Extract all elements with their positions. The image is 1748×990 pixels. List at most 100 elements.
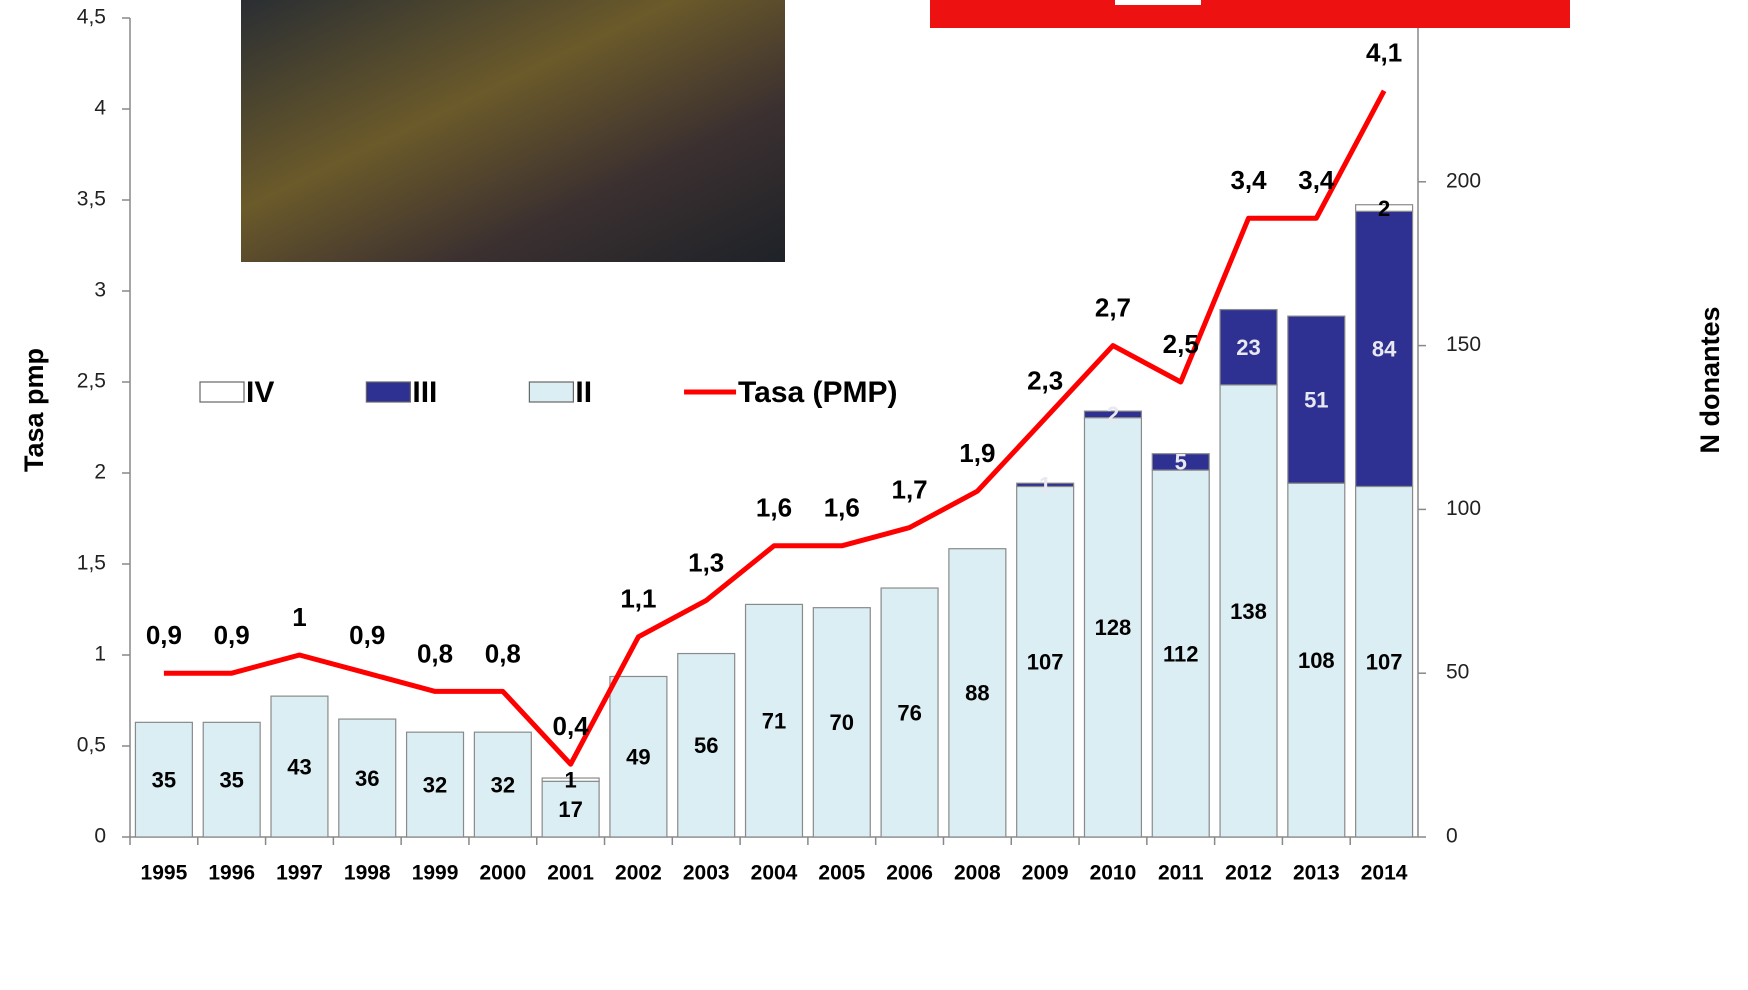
y2-tick-label: 200 (1446, 169, 1481, 192)
rate-label: 0,9 (214, 620, 250, 650)
x-tick-label: 2013 (1293, 862, 1340, 885)
x-tick-label: 1998 (344, 862, 391, 885)
bar-label: 36 (355, 766, 379, 791)
rate-label: 2,5 (1163, 329, 1199, 359)
bar-label: 5 (1175, 450, 1187, 475)
x-tick-label: 2008 (954, 862, 1001, 885)
y-tick-label: 0 (94, 825, 106, 848)
bar-label: 108 (1298, 648, 1335, 673)
x-tick-label: 2003 (683, 862, 730, 885)
rate-label: 0,8 (417, 638, 453, 668)
y2-tick-label: 100 (1446, 497, 1481, 520)
rate-label: 1,3 (688, 547, 724, 577)
bar-segment (1355, 485, 1414, 838)
x-tick-label: 2011 (1158, 862, 1204, 885)
bar-label: 32 (423, 772, 447, 797)
x-tick-label: 1995 (141, 862, 188, 885)
bar-segment (134, 721, 193, 838)
y-axis-title: Tasa pmp (19, 348, 49, 472)
bar-segment (1355, 204, 1414, 212)
bar-label: 1 (565, 767, 577, 792)
legend-label: II (575, 376, 592, 409)
y2-tick-label: 150 (1446, 333, 1481, 356)
x-tick-label: 2010 (1090, 862, 1137, 885)
rate-label: 3,4 (1230, 165, 1267, 195)
photo (241, 0, 785, 262)
bar-label: 138 (1230, 599, 1267, 624)
bar-segment (1219, 308, 1278, 386)
bar-label: 35 (219, 767, 243, 792)
bar-label: 43 (287, 754, 311, 779)
x-tick-label: 2000 (479, 862, 526, 885)
bar-segment (1016, 482, 1075, 488)
bar-label: 51 (1304, 387, 1328, 412)
bar-label: 76 (897, 700, 921, 725)
rate-label: 2,7 (1095, 292, 1131, 322)
bar-label: 2 (1378, 196, 1390, 221)
rate-label: 0,9 (146, 620, 182, 650)
bar-label: 56 (694, 733, 718, 758)
bar-segment (1083, 417, 1143, 838)
bar-segment (1287, 315, 1346, 484)
x-tick-label: 2001 (547, 862, 594, 885)
rate-label: 3,4 (1298, 165, 1335, 195)
rate-line (163, 89, 1387, 767)
bar-segment (1016, 485, 1075, 838)
x-tick-label: 2014 (1361, 862, 1408, 885)
x-tick-label: 2002 (615, 862, 662, 885)
banner-line (1115, 0, 1201, 5)
rate-label: 0,8 (485, 638, 521, 668)
rate-label: 2,3 (1027, 365, 1063, 395)
legend-swatch (365, 381, 411, 403)
x-tick-label: 1996 (208, 862, 255, 885)
bar-label: 88 (965, 681, 989, 706)
rate-label: 1,7 (892, 474, 928, 504)
legend-swatch (199, 381, 245, 403)
bar-segment (1287, 482, 1346, 838)
bar-segment (1219, 384, 1278, 838)
y-tick-label: 2 (94, 461, 106, 484)
bar-segment (1151, 453, 1210, 471)
bar-label: 107 (1027, 650, 1064, 675)
bar-segment (541, 780, 600, 838)
rate-label: 1,9 (959, 438, 995, 468)
x-tick-label: 2006 (886, 862, 933, 885)
legend-label: Tasa (PMP) (738, 376, 897, 409)
x-tick-label: 2004 (751, 862, 798, 885)
x-tick-label: 2009 (1022, 862, 1069, 885)
x-tick-label: 2005 (818, 862, 865, 885)
bar-label: 2 (1107, 402, 1119, 427)
bar-label: 84 (1372, 337, 1397, 362)
y-tick-label: 0,5 (77, 734, 106, 757)
bar-label: 112 (1163, 641, 1199, 666)
bar-segment (338, 718, 397, 838)
bar-label: 49 (626, 745, 650, 770)
rate-label: 1,6 (824, 493, 860, 523)
y-tick-label: 2,5 (77, 370, 106, 393)
bar-label: 1 (1039, 473, 1051, 498)
y-tick-label: 3 (94, 279, 106, 302)
bar-label: 70 (830, 710, 854, 735)
y2-tick-label: 50 (1446, 661, 1469, 684)
y-tick-label: 1 (94, 643, 106, 666)
bar-label: 17 (558, 797, 582, 822)
legend-label: III (412, 376, 437, 409)
x-tick-label: 1999 (412, 862, 459, 885)
bar-label: 71 (762, 709, 786, 734)
bar-label: 23 (1236, 335, 1260, 360)
bar-label: 35 (152, 767, 176, 792)
rate-label: 4,1 (1366, 38, 1402, 68)
y-tick-label: 4,5 (77, 6, 106, 29)
bar-segment (880, 587, 939, 838)
bar-label: 107 (1366, 650, 1403, 675)
bar-segment (473, 731, 532, 838)
rate-label: 0,4 (553, 711, 590, 741)
bar-segment (202, 721, 261, 838)
bar-segment (541, 777, 600, 782)
banner (930, 0, 1570, 28)
bar-segment (1355, 210, 1414, 488)
bar-segment (948, 548, 1007, 838)
bar-segment (812, 607, 871, 838)
y2-tick-label: 0 (1446, 825, 1458, 848)
